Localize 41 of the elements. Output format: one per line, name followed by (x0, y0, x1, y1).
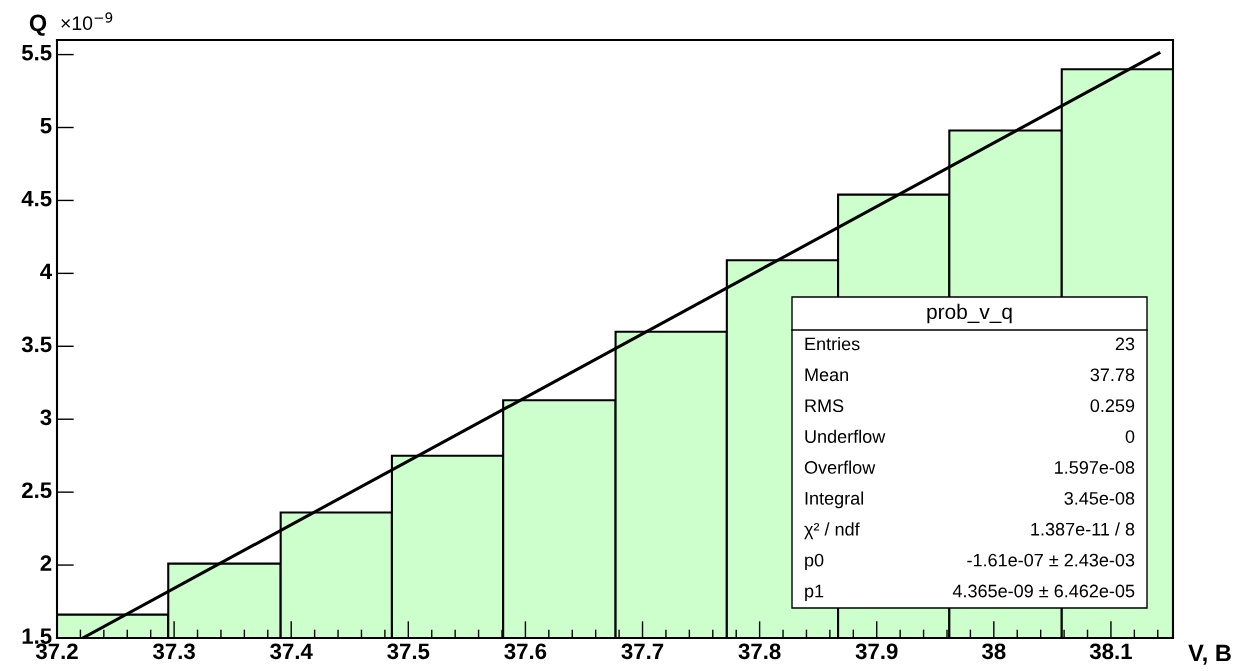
annotation: RMS (805, 399, 844, 413)
annotation: Underflow (805, 429, 886, 443)
annotation: prob_v_q (927, 303, 1012, 324)
annotation: χ² / ndf (804, 522, 860, 540)
x-tick-label: 37.9 (855, 643, 898, 660)
annotation: 37.78 (1090, 368, 1135, 382)
annotation: Entries (805, 337, 860, 351)
annotation: 23 (1115, 337, 1135, 351)
annotation: Overflow (804, 460, 876, 474)
x-tick-label: 37.2 (35, 643, 78, 660)
x-tick-label: 37.3 (152, 643, 195, 660)
y-tick-label: 1.5 (22, 628, 52, 644)
y-tick-label: 3 (40, 409, 52, 426)
text: ×10$^{−9}$ (61, 12, 113, 31)
y-axis-title: Q (29, 14, 47, 36)
y-tick-label: 4 (40, 263, 53, 280)
annotation: Mean (805, 368, 848, 382)
x-axis-title: V, B (1188, 644, 1231, 665)
annotation: -1.61e-07 ± 2.43e-03 (967, 553, 1135, 567)
annotation: 0 (1125, 430, 1135, 443)
y-tick-label: 5 (40, 117, 52, 134)
x-tick-label: 38 (981, 643, 1006, 660)
annotation: p1 (805, 584, 824, 601)
annotation: Integral (805, 491, 864, 509)
annotation: 1.597e-08 (1055, 461, 1135, 474)
y-tick-label: 2.5 (22, 482, 52, 499)
annotation: 1.387e-11 / 8 (1031, 522, 1135, 536)
y-tick-label: 4.5 (21, 190, 52, 207)
x-tick-label: 37.5 (387, 643, 430, 660)
x-tick-label: 37.4 (270, 643, 313, 660)
x-tick-label: 37.6 (504, 643, 547, 660)
x-tick-label: 37.8 (738, 643, 781, 660)
annotation: 3.45e-08 (1064, 491, 1135, 505)
y-tick-label: 5.5 (21, 45, 52, 61)
annotation: p0 (805, 553, 824, 571)
annotation: 4.365e-09 ± 6.462e-05 (952, 584, 1135, 598)
x-tick-label: 37.7 (621, 643, 664, 660)
y-tick-label: 2 (40, 555, 52, 571)
x-tick-label: 38.1 (1089, 643, 1132, 660)
y-tick-label: 3.5 (21, 336, 52, 353)
annotation: 0.259 (1090, 399, 1135, 413)
